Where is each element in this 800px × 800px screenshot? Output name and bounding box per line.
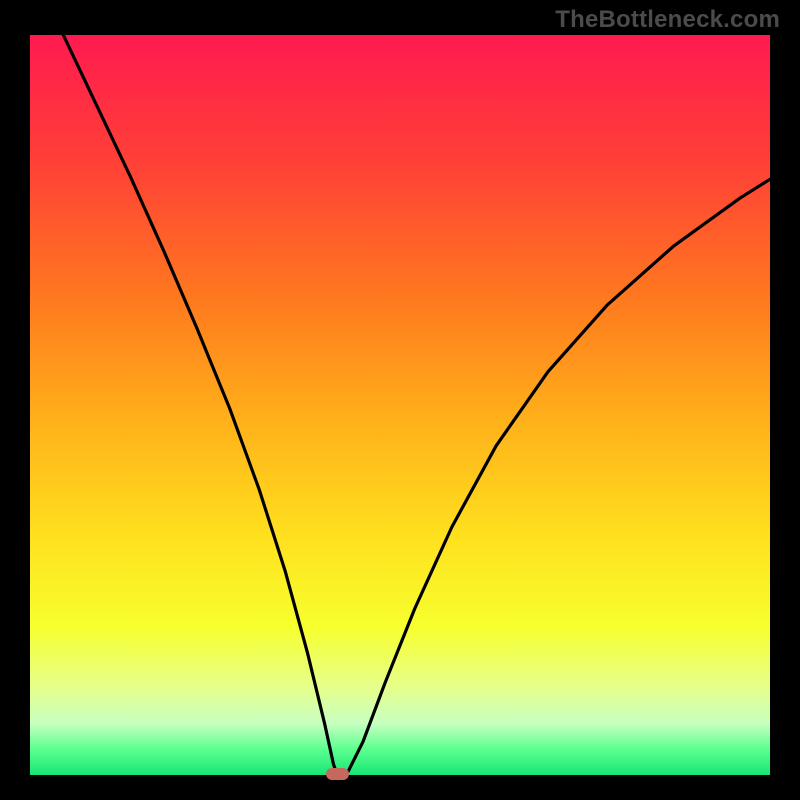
plot-area [30, 35, 770, 775]
curve-svg [30, 35, 770, 775]
watermark-text: TheBottleneck.com [555, 6, 780, 34]
chart-frame: TheBottleneck.com [0, 0, 800, 800]
bottleneck-curve [63, 35, 770, 775]
minimum-marker [326, 768, 349, 780]
